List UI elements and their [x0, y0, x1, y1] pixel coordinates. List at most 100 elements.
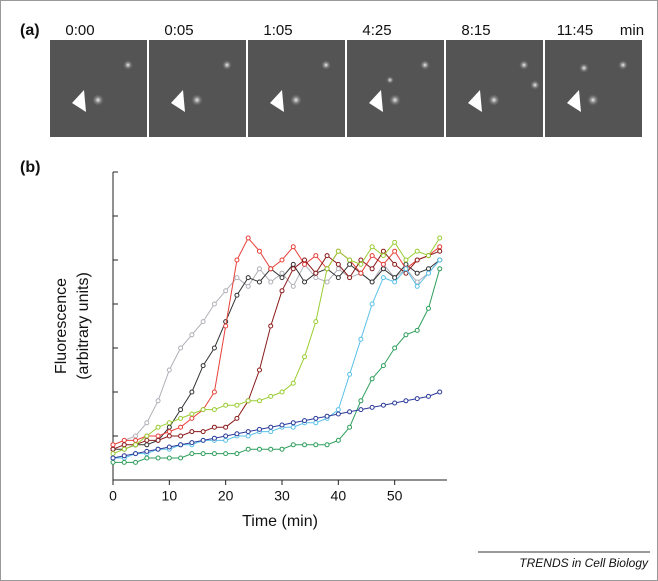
data-point [245, 429, 251, 435]
data-point [290, 244, 296, 250]
data-point [121, 446, 127, 452]
time-label: 1:05 [263, 22, 292, 39]
x-axis-label: Time (min) [242, 513, 318, 530]
data-point [144, 437, 150, 443]
data-point [155, 437, 161, 443]
y-axis-label: Fluorescence [53, 278, 70, 374]
data-point [425, 393, 431, 399]
data-point [279, 288, 285, 294]
data-point [290, 380, 296, 386]
data-point [245, 235, 251, 241]
data-point [437, 244, 443, 250]
data-point [313, 275, 319, 281]
data-point [380, 402, 386, 408]
data-point [200, 363, 206, 369]
data-point [324, 279, 330, 285]
data-point [369, 279, 375, 285]
data-point [189, 440, 195, 446]
time-label: 0:05 [164, 22, 193, 39]
data-point [380, 253, 386, 259]
data-point [268, 424, 274, 430]
data-point [392, 275, 398, 281]
data-point [110, 442, 116, 448]
data-point [313, 442, 319, 448]
data-point [279, 446, 285, 452]
data-point [144, 442, 150, 448]
data-point [223, 323, 229, 329]
data-point [279, 270, 285, 276]
data-point [392, 345, 398, 351]
data-point [335, 261, 341, 267]
x-tick-label: 10 [162, 488, 178, 504]
data-point [290, 266, 296, 272]
data-point [133, 433, 139, 439]
data-point [133, 459, 139, 465]
frames [50, 40, 642, 137]
data-point [302, 418, 308, 424]
data-point [189, 451, 195, 457]
data-point [313, 270, 319, 276]
data-point [155, 455, 161, 461]
series-line [113, 268, 441, 463]
data-point [347, 275, 353, 281]
x-tick-label: 30 [274, 488, 290, 504]
time-label: 0:00 [65, 22, 94, 39]
panel-label: (a) [20, 22, 40, 39]
data-point [166, 420, 172, 426]
data-point [437, 248, 443, 254]
data-point [279, 257, 285, 263]
data-point [347, 261, 353, 267]
data-point [335, 266, 341, 272]
data-point [392, 239, 398, 245]
data-point [223, 424, 229, 430]
data-point [256, 426, 262, 432]
x-tick-label: 40 [331, 488, 347, 504]
data-point [110, 451, 116, 457]
data-point [392, 248, 398, 254]
data-point [133, 437, 139, 443]
data-point [121, 442, 127, 448]
data-point [403, 257, 409, 263]
data-point [166, 455, 172, 461]
data-point [290, 283, 296, 289]
data-point [166, 424, 172, 430]
data-point [234, 402, 240, 408]
data-point [268, 323, 274, 329]
data-point [380, 363, 386, 369]
data-point [110, 446, 116, 452]
data-point [290, 261, 296, 267]
data-point [437, 389, 443, 395]
data-point [324, 253, 330, 259]
data-point [290, 424, 296, 430]
data-point [380, 275, 386, 281]
data-point [178, 424, 184, 430]
data-point [414, 257, 420, 263]
data-point [380, 261, 386, 267]
data-point [380, 248, 386, 254]
data-point [211, 407, 217, 413]
data-point [178, 415, 184, 421]
data-point [392, 279, 398, 285]
data-point [425, 253, 431, 259]
data-point [313, 319, 319, 325]
data-point [189, 429, 195, 435]
data-point [178, 455, 184, 461]
data-point [279, 422, 285, 428]
data-point [437, 235, 443, 241]
data-point [369, 301, 375, 307]
data-point [256, 398, 262, 404]
data-point [268, 266, 274, 272]
data-point [211, 435, 217, 441]
series-line [112, 391, 440, 459]
data-point [347, 257, 353, 263]
data-point [335, 407, 341, 413]
data-point [144, 455, 150, 461]
data-point [256, 266, 262, 272]
data-point [279, 389, 285, 395]
data-point [358, 336, 364, 342]
data-point [256, 248, 262, 254]
data-point [256, 279, 262, 285]
data-point [200, 319, 206, 325]
series-line [112, 237, 441, 455]
